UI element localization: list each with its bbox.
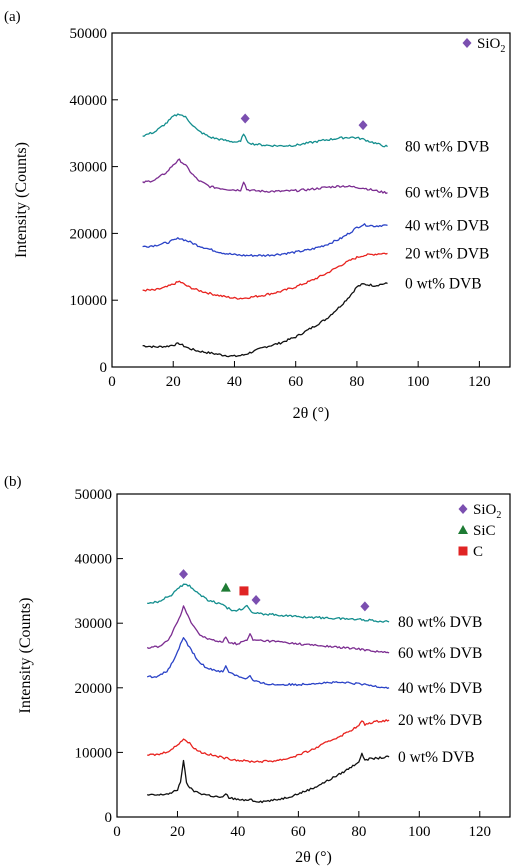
y-tick-label: 10000 (70, 293, 108, 309)
series-label-3: 60 wt% DVB (405, 185, 489, 202)
legend-label-0: SiO2 (473, 502, 501, 521)
x-tick-label: 100 (407, 374, 430, 390)
x-tick-label: 20 (170, 824, 185, 840)
series-line-4 (142, 113, 388, 148)
x-tick-label: 40 (227, 374, 242, 390)
peak-marker-0 (179, 569, 189, 580)
peak-marker-0 (240, 113, 250, 124)
peak-marker-3 (251, 594, 261, 605)
series-line-3 (146, 605, 390, 654)
y-tick-label: 30000 (75, 616, 113, 632)
panel-label: (b) (4, 474, 22, 490)
legend-marker-2 (458, 546, 468, 556)
x-tick-label: 120 (469, 824, 492, 840)
x-tick-label: 60 (288, 374, 303, 390)
legend-label-2: C (473, 544, 483, 560)
series-line-2 (142, 223, 388, 257)
x-tick-label: 80 (351, 824, 366, 840)
x-tick-label: 120 (468, 374, 491, 390)
series-label-4: 80 wt% DVB (398, 614, 482, 631)
series-line-3 (142, 158, 388, 195)
y-tick-label: 20000 (70, 226, 108, 242)
series-label-3: 60 wt% DVB (398, 645, 482, 662)
panel-label: (a) (4, 9, 21, 25)
y-tick-label: 50000 (75, 487, 113, 503)
legend-marker-0 (462, 38, 472, 48)
x-axis-label: 2θ (°) (293, 405, 330, 422)
y-tick-label: 20000 (75, 681, 113, 697)
legend-label-0: SiO2 (477, 36, 505, 55)
legend-label-1: SiC (473, 523, 496, 539)
series-line-0 (146, 752, 390, 804)
peak-marker-1 (358, 120, 368, 131)
series-line-4 (147, 583, 390, 623)
legend-marker-0 (458, 504, 468, 514)
y-tick-label: 40000 (70, 93, 108, 109)
x-tick-label: 60 (291, 824, 306, 840)
plot-frame (116, 493, 511, 818)
y-tick-label: 0 (105, 810, 113, 826)
x-tick-label: 40 (230, 824, 245, 840)
y-tick-label: 0 (100, 360, 108, 376)
series-label-0: 0 wt% DVB (398, 749, 475, 766)
series-line-1 (147, 719, 390, 764)
legend-marker-1 (458, 525, 468, 534)
chart-panel-a: (a) 0 10000 20000 30000 40000 50000 0 20 40 60 80 10… (4, 9, 511, 422)
x-tick-label: 100 (408, 824, 431, 840)
series-label-2: 40 wt% DVB (398, 680, 482, 697)
plot-frame (111, 32, 511, 368)
series-label-1: 20 wt% DVB (405, 245, 489, 262)
chart-panel-b: (b) 0 10000 20000 30000 40000 50000 0 20 40 60 80 10… (4, 474, 511, 866)
y-tick-label: 40000 (75, 552, 113, 568)
series-line-2 (146, 637, 390, 689)
x-axis-label: 2θ (°) (295, 849, 332, 866)
x-tick-label: 0 (113, 824, 121, 840)
y-tick-label: 50000 (70, 26, 108, 42)
y-axis-label: Intensity (Counts) (17, 598, 34, 714)
series-line-0 (142, 282, 388, 358)
x-tick-label: 80 (349, 374, 364, 390)
series-label-4: 80 wt% DVB (405, 139, 489, 156)
series-label-1: 20 wt% DVB (398, 712, 482, 729)
x-tick-label: 0 (108, 374, 116, 390)
peak-marker-1 (220, 582, 231, 592)
x-tick-label: 20 (166, 374, 181, 390)
y-axis-label: Intensity (Counts) (13, 142, 30, 258)
series-label-0: 0 wt% DVB (405, 276, 482, 293)
y-tick-label: 10000 (75, 745, 113, 761)
peak-marker-4 (360, 601, 370, 612)
y-tick-label: 30000 (70, 160, 108, 176)
series-line-1 (142, 252, 388, 300)
series-label-2: 40 wt% DVB (405, 217, 489, 234)
peak-marker-2 (239, 586, 249, 596)
